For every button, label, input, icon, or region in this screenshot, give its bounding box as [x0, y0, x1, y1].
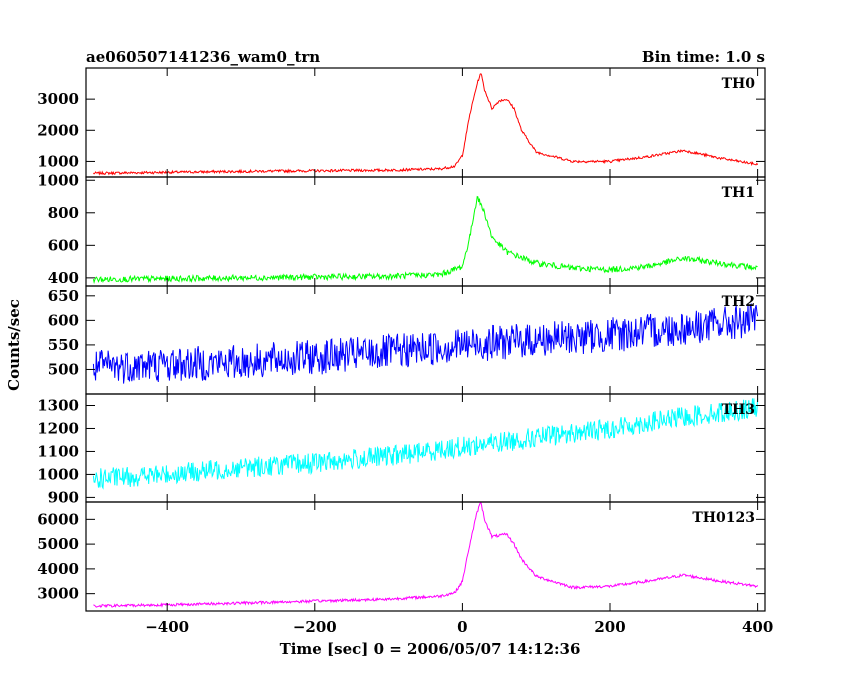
panel-frame [85, 176, 766, 287]
panel-label: TH3 [722, 402, 755, 418]
y-tick-label: 1000 [37, 171, 79, 189]
y-tick-label: 5000 [37, 535, 79, 553]
y-tick-label: 600 [48, 236, 79, 254]
y-tick-label: 550 [48, 336, 79, 354]
y-tick-label: 1100 [37, 442, 79, 460]
y-tick-label: 4000 [37, 560, 79, 578]
series-line-th1 [92, 195, 758, 285]
panel-th3: 900 1000 1100 1200 1300 TH3 [37, 393, 766, 506]
panel-label: TH0123 [692, 510, 755, 526]
y-tick-label: 600 [48, 311, 79, 329]
x-axis: −400 −200 0 200 400 [145, 618, 773, 636]
chart-title: ae060507141236_wam0_trn [86, 48, 320, 66]
panel-label: TH0 [722, 76, 756, 92]
panels-group: 1000 2000 3000 TH0 400 600 800 1000 TH1 500 550 600… [37, 67, 766, 612]
y-tick-label: 1000 [37, 152, 79, 170]
panel-label: TH1 [722, 185, 755, 201]
y-tick-label: 400 [48, 269, 79, 287]
y-tick-label: 3000 [37, 585, 79, 603]
y-tick-label: 3000 [37, 90, 79, 108]
y-tick-label: 650 [48, 287, 79, 305]
bin-time-label: Bin time: 1.0 s [642, 48, 765, 66]
y-tick-label: 900 [48, 488, 79, 506]
y-tick-label: 1300 [37, 396, 79, 414]
panel-frame [85, 67, 766, 178]
series-line-th0123 [93, 502, 759, 608]
panel-label: TH2 [722, 294, 755, 310]
x-tick-label: 200 [594, 618, 625, 636]
panel-frame [85, 501, 766, 612]
y-tick-label: 1200 [37, 419, 79, 437]
panel-th0123: 3000 4000 5000 6000 TH0123 [37, 501, 766, 612]
x-tick-label: 400 [742, 618, 773, 636]
y-tick-label: 6000 [37, 510, 79, 528]
series-line-th2 [92, 302, 759, 384]
panel-th1: 400 600 800 1000 TH1 [37, 171, 766, 287]
x-axis-label: Time [sec] 0 = 2006/05/07 14:12:36 [280, 640, 581, 658]
panel-th0: 1000 2000 3000 TH0 [37, 67, 766, 178]
y-tick-label: 2000 [37, 121, 79, 139]
panel-th2: 500 550 600 650 TH2 [48, 285, 766, 395]
y-tick-label: 800 [48, 204, 79, 222]
x-tick-label: −200 [293, 618, 337, 636]
y-axis-label: Counts/sec [5, 299, 23, 391]
series-line-th3 [92, 398, 759, 490]
x-tick-label: −400 [145, 618, 189, 636]
panel-frame [85, 285, 766, 395]
y-tick-label: 1000 [37, 465, 79, 483]
y-tick-label: 500 [48, 360, 79, 378]
x-tick-label: 0 [457, 618, 467, 636]
series-line-th0 [93, 73, 759, 176]
